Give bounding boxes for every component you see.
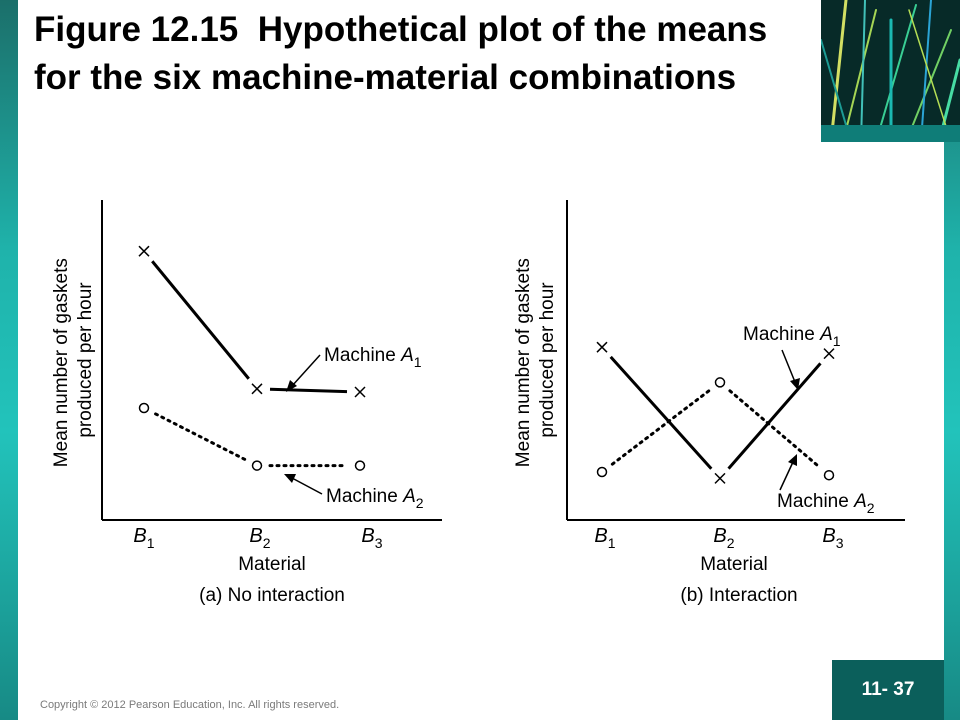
left-border-bar [0,0,18,720]
chart-a-tick-b2: B2 [249,525,270,551]
chart-b-ylabel-line2: produced per hour [537,282,558,438]
decorative-fiber-graphic [821,0,960,142]
chart-b-arrowhead-a2 [788,454,797,466]
chart-b-label-a1: Machine A1 [743,324,841,349]
slide-title: Figure 12.15 Hypothetical plot of the me… [34,6,814,102]
chart-b-arrow-a1 [781,349,796,383]
chart-a-arrow-a1 [291,354,321,387]
chart-a-series-2-marker-1 [138,402,150,414]
chart-a-ylabel-line1: Mean number of gaskets [51,258,72,467]
chart-b-series-2-marker-2 [714,377,726,388]
chart-b-series-1-marker-2-stroke-b [714,472,726,484]
chart-b-tick-b2: B2 [713,525,734,551]
chart-b-arrow-a2 [779,461,794,491]
chart-b-series-2-marker-3 [823,469,835,481]
chart-b-series-1-segment-1 [609,355,713,470]
slide-title-figure-number: Figure 12.15 [34,10,239,49]
chart-a-arrowhead-a1 [286,380,297,392]
chart-a-label-a2: Machine A2 [326,486,424,511]
chart-a-caption: (a) No interaction [199,585,345,606]
chart-a-series-2-marker-2 [251,460,263,471]
chart-b-y-axis-title: Mean number of gaskets produced per hour [513,253,558,467]
chart-b-series-1-marker-2 [714,472,726,484]
chart-b: Mean number of gaskets produced per hour… [513,200,905,606]
chart-b-tick-b1: B1 [594,525,615,551]
chart-a-series-1-marker-1 [138,245,150,257]
chart-b-label-a2: Machine A2 [777,491,875,516]
chart-b-series-1-marker-3-stroke-b [823,348,835,360]
chart-b-series-2-segment-2 [728,389,821,469]
chart-a-series-1-marker-3 [354,386,366,398]
chart-b-series-2-marker-1 [596,466,608,478]
chart-a-series-1-segment-1 [151,260,250,380]
chart-a-series-2-marker-3 [354,460,366,471]
chart-b-x-axis-title: Material [700,554,768,575]
chart-b-arrowhead-a1 [790,378,800,390]
chart-b-ylabel-line1: Mean number of gaskets [513,258,534,467]
chart-a: Mean number of gaskets produced per hour… [51,200,442,606]
chart-b-caption: (b) Interaction [680,585,797,606]
chart-b-series-1-marker-1-stroke-b [596,341,608,353]
chart-a-tick-b1: B1 [133,525,154,551]
chart-a-series-2-segment-1 [154,412,247,462]
chart-a-label-a1: Machine A1 [324,345,422,370]
slide-title-text: Hypothetical plot of the means for the s… [34,10,768,97]
right-border-bar [944,0,960,720]
chart-a-tick-b3: B3 [361,525,382,551]
chart-b-series-1-marker-1 [596,341,608,353]
chart-a-arrow-a2 [291,477,323,495]
chart-b-series-2-segment-1 [610,388,712,466]
chart-b-series-1-marker-3 [823,348,835,360]
chart-a-series-1-marker-2-stroke-b [251,383,263,395]
slide-number-badge: 11- 37 [832,660,944,720]
chart-b-marks [596,341,835,484]
decorative-fiber-image [821,0,960,142]
chart-a-series-1-segment-2 [269,387,348,394]
chart-a-marks [138,245,366,471]
chart-a-series-1-marker-1-stroke-b [138,245,150,257]
copyright-notice: Copyright © 2012 Pearson Education, Inc.… [40,699,340,711]
chart-b-series-1-segment-2 [727,362,822,470]
chart-a-arrowhead-a2 [284,474,296,483]
chart-a-ylabel-line2: produced per hour [75,282,96,438]
chart-a-y-axis-title: Mean number of gaskets produced per hour [51,253,96,467]
chart-b-tick-b3: B3 [822,525,843,551]
chart-a-series-1-marker-3-stroke-b [354,386,366,398]
chart-a-series-1-marker-2 [251,383,263,395]
chart-a-x-axis-title: Material [238,554,306,575]
